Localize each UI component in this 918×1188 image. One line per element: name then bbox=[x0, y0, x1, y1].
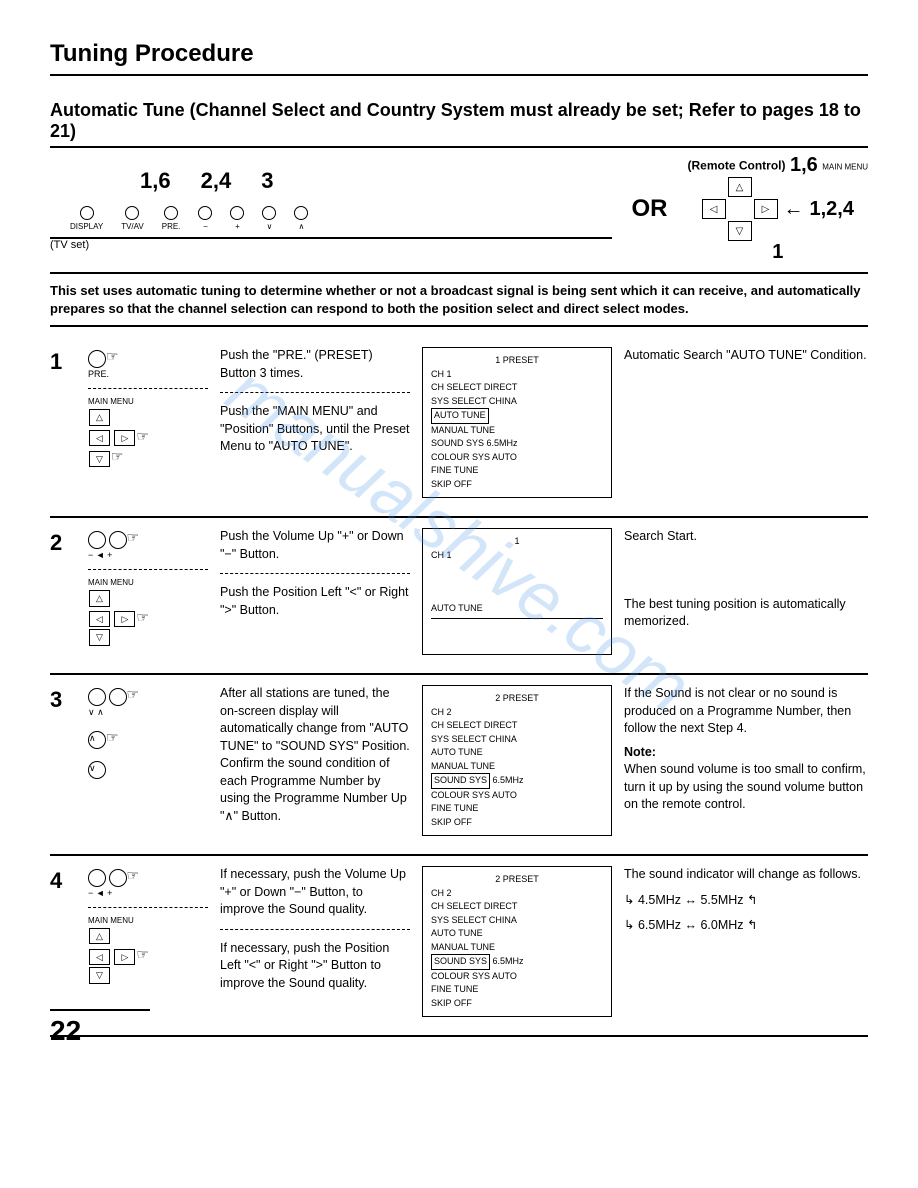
step-2: 2 ☞− ◄ + MAIN MENU △ ◁ ▷☞ ▽ Push the Vol… bbox=[50, 518, 868, 675]
tv-btn-3: − bbox=[203, 222, 208, 231]
remote-num-16: 1,6 bbox=[790, 154, 818, 177]
remote-down-icon: ▽ bbox=[728, 221, 752, 241]
remote-diagram: (Remote Control) 1,6 MAIN MENU △ ◁▷ ▽ ← … bbox=[688, 154, 869, 264]
step3-text-a: After all stations are tuned, the on-scr… bbox=[220, 685, 410, 825]
tv-btn-2: PRE. bbox=[162, 222, 181, 231]
remote-control-label: (Remote Control) bbox=[688, 159, 786, 173]
step3-right-a: If the Sound is not clear or no sound is… bbox=[624, 685, 868, 738]
step3-icon-label: ∨ ∧ bbox=[88, 707, 104, 717]
step4-freq-a: ↳ 4.5MHz ↔ 5.5MHz ↰ bbox=[624, 892, 868, 910]
step3-osd: 2 PRESET CH 2 CH SELECT DIRECT SYS SELEC… bbox=[422, 685, 612, 836]
step1-osd: 1 PRESET CH 1 CH SELECT DIRECT SYS SELEC… bbox=[422, 347, 612, 498]
tv-btn-0: DISPLAY bbox=[70, 222, 103, 231]
remote-right-icon: ▷ bbox=[754, 199, 778, 219]
tv-btn-5: ∨ bbox=[266, 222, 272, 231]
main-menu-small: MAIN MENU bbox=[822, 163, 868, 172]
remote-up-icon: △ bbox=[728, 177, 752, 197]
step-1: 1 ☞PRE. MAIN MENU △ ◁ ▷☞ ▽☞ Push the "PR… bbox=[50, 337, 868, 518]
step1-text-b: Push the "MAIN MENU" and "Position" Butt… bbox=[220, 392, 410, 456]
step4-osd: 2 PRESET CH 2 CH SELECT DIRECT SYS SELEC… bbox=[422, 866, 612, 1017]
step1-icon-label: PRE. bbox=[88, 369, 109, 379]
hand-icon: ☞ bbox=[106, 348, 119, 364]
step3-note-head: Note: bbox=[624, 744, 868, 762]
step-4: 4 ☞− ◄ + MAIN MENU △ ◁ ▷☞ ▽ If necessary… bbox=[50, 856, 868, 1037]
step1-text-a: Push the "PRE." (PRESET) Button 3 times. bbox=[220, 347, 410, 382]
or-label: OR bbox=[632, 195, 668, 223]
tv-num-a: 1,6 bbox=[140, 168, 171, 194]
step-num-4: 4 bbox=[50, 866, 76, 1017]
tv-set-diagram: 1,6 2,4 3 DISPLAY TV/AV PRE. − + ∨ ∧ (TV… bbox=[50, 168, 612, 251]
tv-btn-4: + bbox=[235, 222, 240, 231]
step4-freq-b: ↳ 6.5MHz ↔ 6.0MHz ↰ bbox=[624, 917, 868, 935]
tv-num-c: 3 bbox=[261, 168, 273, 194]
remote-left-icon: ◁ bbox=[702, 199, 726, 219]
step4-text-b: If necessary, push the Position Left "<"… bbox=[220, 929, 410, 993]
step1-mainmenu-label: MAIN MENU bbox=[88, 397, 134, 406]
step4-right-a: The sound indicator will change as follo… bbox=[624, 866, 868, 884]
page-title: Tuning Procedure bbox=[50, 40, 868, 76]
intro-text: This set uses automatic tuning to determ… bbox=[50, 282, 868, 327]
step-num-3: 3 bbox=[50, 685, 76, 836]
step2-mainmenu-label: MAIN MENU bbox=[88, 578, 134, 587]
step2-osd: 1 CH 1 AUTO TUNE bbox=[422, 528, 612, 655]
step3-note: When sound volume is too small to confir… bbox=[624, 761, 868, 814]
step2-text-b: Push the Position Left "<" or Right ">" … bbox=[220, 573, 410, 619]
tv-set-label: (TV set) bbox=[50, 239, 612, 251]
diagram-row: 1,6 2,4 3 DISPLAY TV/AV PRE. − + ∨ ∧ (TV… bbox=[50, 154, 868, 274]
tv-btn-6: ∧ bbox=[298, 222, 304, 231]
step2-right-b: The best tuning position is automaticall… bbox=[624, 596, 868, 631]
step2-text-a: Push the Volume Up "+" or Down "−" Butto… bbox=[220, 528, 410, 563]
step1-right: Automatic Search "AUTO TUNE" Condition. bbox=[624, 347, 868, 365]
step2-right-a: Search Start. bbox=[624, 528, 868, 546]
step2-icon-label: − ◄ + bbox=[88, 550, 112, 560]
tv-btn-1: TV/AV bbox=[121, 222, 144, 231]
subtitle: Automatic Tune (Channel Select and Count… bbox=[50, 100, 868, 148]
step-num-1: 1 bbox=[50, 347, 76, 498]
remote-num-124: 1,2,4 bbox=[810, 198, 854, 221]
tv-num-b: 2,4 bbox=[201, 168, 232, 194]
step4-mainmenu-label: MAIN MENU bbox=[88, 916, 134, 925]
step-3: 3 ☞∨ ∧ ∧☞ ∨ After all stations are tuned… bbox=[50, 675, 868, 856]
page-number: 22 bbox=[50, 1009, 150, 1047]
step-num-2: 2 bbox=[50, 528, 76, 655]
remote-num-1: 1 bbox=[772, 241, 783, 264]
step4-text-a: If necessary, push the Volume Up "+" or … bbox=[220, 866, 410, 919]
step4-icon-label: − ◄ + bbox=[88, 888, 112, 898]
